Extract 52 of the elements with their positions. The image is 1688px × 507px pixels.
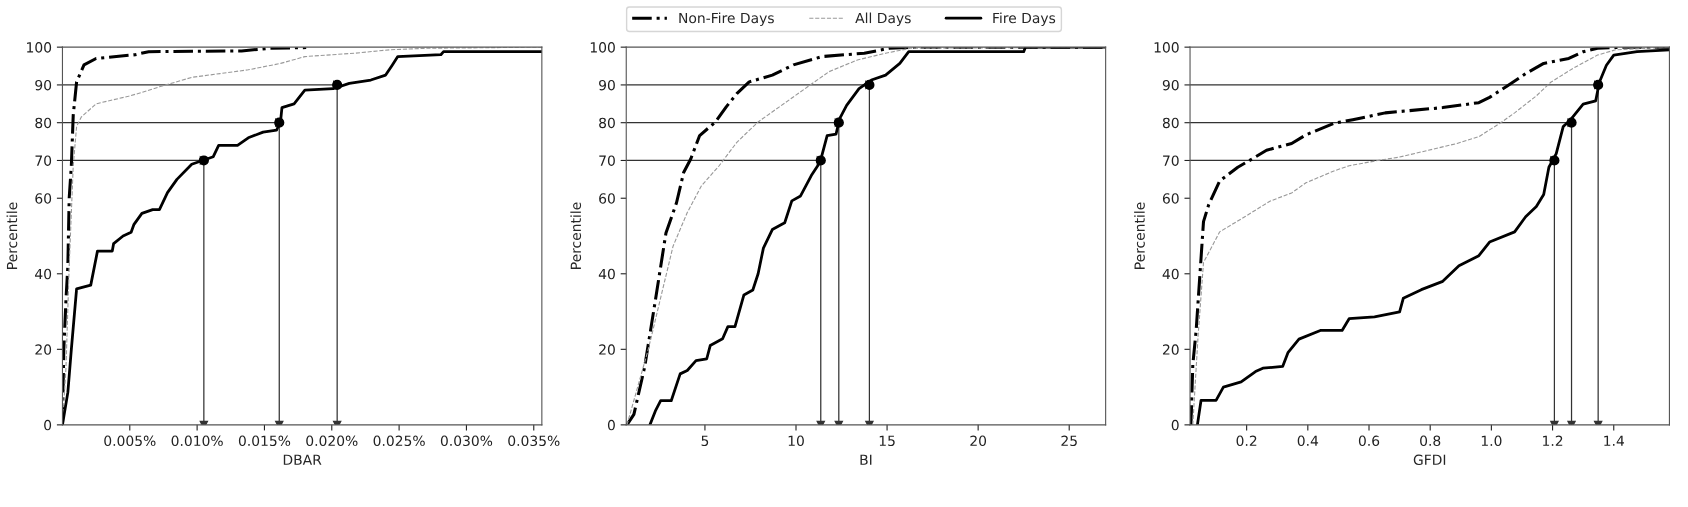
legend-label: Non-Fire Days xyxy=(679,12,774,26)
y-tick-label: 90 xyxy=(599,79,615,91)
x-tick-label: 0.030% xyxy=(440,435,493,447)
y-tick-label: 80 xyxy=(35,117,52,129)
y-tick-label: 60 xyxy=(35,193,52,204)
legend-label: Fire Days xyxy=(993,12,1056,26)
y-tick-label: 40 xyxy=(35,268,52,280)
y-axis-title: Percentile xyxy=(570,202,582,269)
x-tick-label: 0.6 xyxy=(1358,435,1380,447)
y-tick-label: 90 xyxy=(35,79,52,91)
x-tick-label: 1.0 xyxy=(1481,435,1502,447)
y-tick-label: 0 xyxy=(1171,419,1179,431)
x-tick-label: 10 xyxy=(788,435,804,447)
x-tick-label: 0.010% xyxy=(171,435,223,447)
y-tick-label: 20 xyxy=(599,344,615,355)
y-axis-title: Percentile xyxy=(6,202,18,269)
y-tick-label: 80 xyxy=(599,117,615,129)
x-tick-label: 0.2 xyxy=(1236,435,1257,447)
y-tick-label: 60 xyxy=(599,193,615,204)
y-tick-label: 70 xyxy=(1163,155,1179,166)
y-tick-label: 20 xyxy=(35,344,52,355)
x-tick-label: 0.035% xyxy=(508,435,560,447)
y-axis-title: Percentile xyxy=(1134,202,1145,269)
y-tick-label: 0 xyxy=(607,419,615,431)
y-tick-label: 100 xyxy=(27,42,52,53)
y-tick-label: 80 xyxy=(1162,117,1179,129)
y-tick-label: 70 xyxy=(35,155,52,166)
x-tick-label: 0.025% xyxy=(373,435,425,447)
y-tick-label: 70 xyxy=(599,155,615,166)
x-tick-label: 0.015% xyxy=(238,435,291,447)
y-tick-label: 90 xyxy=(1162,79,1179,91)
x-axis-title: DBAR xyxy=(283,454,322,465)
y-tick-label: 40 xyxy=(598,268,615,280)
x-tick-label: 1.4 xyxy=(1604,435,1625,446)
y-tick-label: 60 xyxy=(1162,193,1179,204)
x-axis-title: GFDI xyxy=(1413,454,1446,466)
y-tick-label: 100 xyxy=(1154,42,1179,53)
x-tick-label: 0.4 xyxy=(1297,435,1319,447)
x-tick-label: 0.005% xyxy=(104,435,156,447)
x-tick-label: 1.2 xyxy=(1543,435,1563,446)
x-axis-title: BI xyxy=(860,454,872,465)
x-tick-label: 20 xyxy=(970,435,987,447)
legend-label: All Days xyxy=(855,12,911,26)
y-tick-label: 100 xyxy=(590,42,615,53)
x-tick-label: 0.8 xyxy=(1420,435,1441,447)
x-tick-label: 15 xyxy=(879,435,895,447)
x-tick-label: 0.020% xyxy=(306,435,358,447)
y-tick-label: 20 xyxy=(1162,344,1179,355)
y-tick-label: 0 xyxy=(44,419,52,431)
x-tick-label: 25 xyxy=(1061,435,1077,447)
y-tick-label: 40 xyxy=(1162,268,1179,280)
x-tick-label: 5 xyxy=(701,435,709,447)
